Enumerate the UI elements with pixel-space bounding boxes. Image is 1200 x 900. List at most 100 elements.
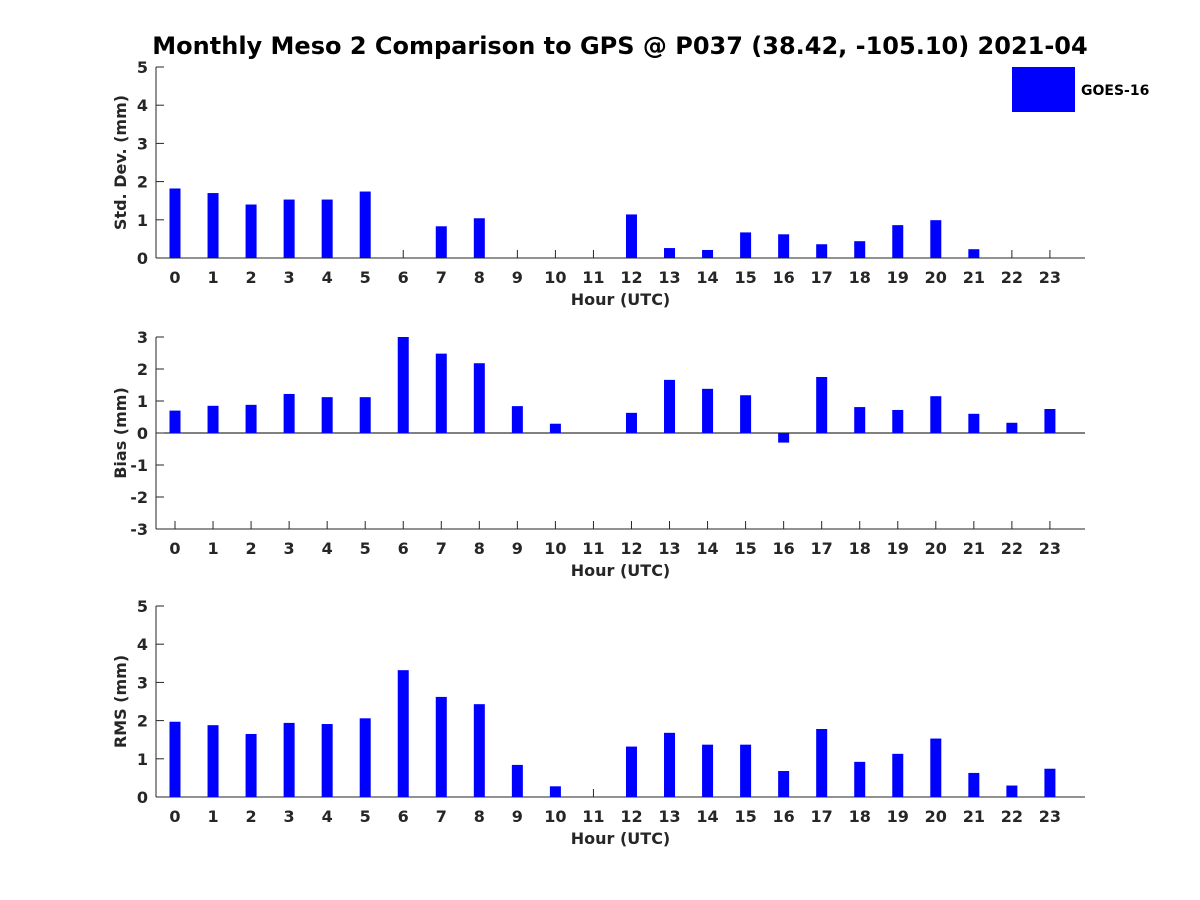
y-tick-label: 0 (137, 249, 148, 268)
x-tick-label: 2 (246, 807, 257, 826)
bar (1044, 768, 1056, 797)
x-tick-label: 14 (696, 268, 718, 287)
x-tick-label: 7 (436, 539, 447, 558)
bar (435, 353, 447, 433)
bar (207, 193, 219, 258)
x-tick-label: 6 (398, 539, 409, 558)
x-tick-label: 16 (773, 268, 795, 287)
bar (473, 363, 485, 433)
y-tick-label: 4 (137, 96, 148, 115)
x-tick-label: 1 (207, 268, 218, 287)
bar (359, 718, 371, 797)
x-tick-label: 5 (360, 268, 371, 287)
bar (664, 248, 676, 258)
x-tick-label: 21 (963, 268, 985, 287)
bar (968, 772, 980, 797)
x-axis-label: Hour (UTC) (571, 290, 671, 309)
bar (397, 337, 409, 433)
x-tick-label: 16 (773, 539, 795, 558)
bar (549, 423, 561, 433)
bar (283, 722, 295, 797)
bar (968, 249, 980, 258)
x-tick-label: 22 (1001, 807, 1023, 826)
x-tick-label: 2 (246, 268, 257, 287)
x-tick-label: 3 (284, 268, 295, 287)
x-tick-label: 18 (849, 268, 871, 287)
x-tick-label: 19 (887, 807, 909, 826)
x-tick-label: 8 (474, 807, 485, 826)
x-tick-label: 5 (360, 539, 371, 558)
x-tick-label: 11 (582, 268, 604, 287)
bar (816, 729, 828, 797)
bar (1006, 785, 1018, 797)
bar (930, 220, 942, 258)
x-tick-label: 5 (360, 807, 371, 826)
legend: GOES-16 (1012, 67, 1149, 112)
y-tick-label: 1 (137, 750, 148, 769)
bar (778, 771, 790, 797)
bar (511, 406, 523, 433)
bar (321, 724, 333, 797)
x-tick-label: 6 (398, 807, 409, 826)
y-tick-label: 2 (137, 173, 148, 192)
y-tick-label: -2 (130, 488, 148, 507)
x-tick-label: 20 (925, 807, 947, 826)
x-tick-label: 11 (582, 539, 604, 558)
bar (549, 786, 561, 797)
figure-title: Monthly Meso 2 Comparison to GPS @ P037 … (152, 32, 1087, 60)
x-tick-label: 1 (207, 807, 218, 826)
bar (625, 412, 637, 433)
x-tick-label: 14 (696, 539, 718, 558)
bar (207, 725, 219, 797)
bar (245, 733, 257, 797)
bar (169, 410, 181, 433)
bar (854, 407, 866, 433)
x-tick-label: 22 (1001, 268, 1023, 287)
y-tick-label: 3 (137, 328, 148, 347)
x-tick-label: 3 (284, 807, 295, 826)
x-tick-label: 18 (849, 807, 871, 826)
x-tick-label: 18 (849, 539, 871, 558)
bar (245, 204, 257, 258)
bar (664, 379, 676, 433)
x-tick-label: 15 (734, 807, 756, 826)
x-tick-label: 0 (169, 539, 180, 558)
x-tick-label: 13 (658, 539, 680, 558)
bar (1044, 409, 1056, 433)
bar (397, 670, 409, 797)
bar (740, 744, 752, 797)
x-tick-label: 4 (322, 807, 333, 826)
x-tick-label: 14 (696, 807, 718, 826)
bar (740, 232, 752, 258)
x-tick-label: 19 (887, 539, 909, 558)
x-tick-label: 12 (620, 268, 642, 287)
x-tick-label: 12 (620, 807, 642, 826)
bar (740, 395, 752, 433)
bar (702, 249, 714, 258)
bar (359, 397, 371, 433)
x-tick-label: 10 (544, 539, 566, 558)
x-tick-label: 23 (1039, 807, 1061, 826)
x-tick-label: 22 (1001, 539, 1023, 558)
x-tick-label: 0 (169, 807, 180, 826)
y-tick-label: 3 (137, 673, 148, 692)
x-tick-label: 23 (1039, 268, 1061, 287)
x-tick-label: 20 (925, 539, 947, 558)
y-tick-label: -1 (130, 456, 148, 475)
bar (816, 244, 828, 258)
x-axis-label: Hour (UTC) (571, 561, 671, 580)
bar (854, 241, 866, 258)
y-tick-label: 2 (137, 712, 148, 731)
x-tick-label: 0 (169, 268, 180, 287)
x-tick-label: 21 (963, 539, 985, 558)
y-tick-label: 1 (137, 392, 148, 411)
y-tick-label: 2 (137, 360, 148, 379)
bar (169, 188, 181, 258)
bar (245, 404, 257, 433)
bar (283, 199, 295, 258)
y-axis-label: Std. Dev. (mm) (111, 95, 130, 230)
x-tick-label: 13 (658, 268, 680, 287)
bar (625, 214, 637, 258)
